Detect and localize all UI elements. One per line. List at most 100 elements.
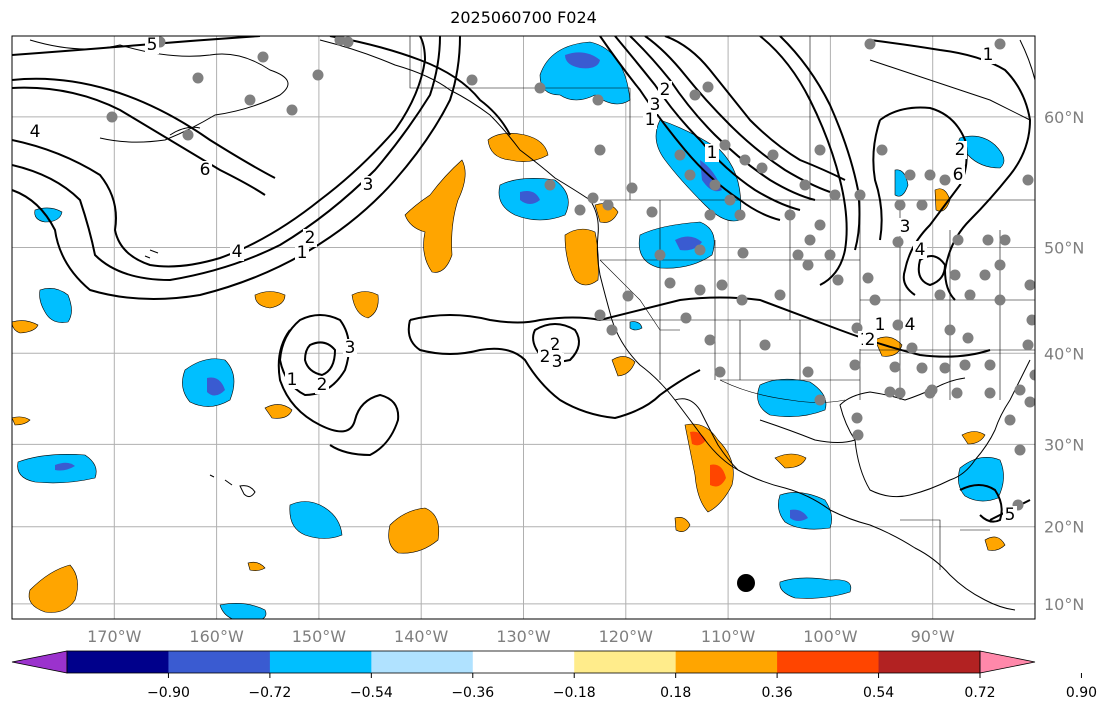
station-marker — [592, 94, 604, 106]
contour-label: 4 — [905, 315, 916, 335]
station-marker — [862, 272, 874, 284]
station-marker — [999, 234, 1011, 246]
station-marker — [1022, 339, 1034, 351]
station-marker — [854, 189, 866, 201]
station-marker — [1029, 369, 1035, 381]
station-marker — [802, 366, 814, 378]
station-marker — [864, 38, 876, 50]
station-marker — [962, 332, 974, 344]
contour-label: 6 — [200, 160, 211, 180]
station-marker — [892, 236, 904, 248]
station-marker — [724, 194, 736, 206]
station-marker — [894, 199, 906, 211]
station-marker — [964, 289, 976, 301]
station-marker — [904, 169, 916, 181]
station-marker — [286, 104, 298, 116]
contour-label: 1 — [645, 110, 656, 130]
contour-label: 1 — [707, 143, 718, 163]
station-marker — [906, 342, 918, 354]
station-marker — [704, 334, 716, 346]
contour-label-bg — [903, 316, 917, 334]
station-marker — [939, 362, 951, 374]
station-marker — [951, 387, 963, 399]
station-marker — [244, 94, 256, 106]
latitude-tick-labels: 60°N 50°N 40°N 30°N 20°N 10°N — [1044, 108, 1084, 614]
contour-label: 2 — [660, 80, 671, 100]
contour-label-bg — [28, 123, 42, 141]
station-marker — [984, 387, 996, 399]
contour-label-bg — [145, 36, 159, 54]
station-marker — [934, 289, 946, 301]
station-marker — [694, 284, 706, 296]
lon-tick-label: 120°W — [599, 627, 654, 646]
contour-label-bg — [898, 218, 912, 236]
station-marker — [702, 81, 714, 93]
station-markers — [106, 36, 1035, 511]
contour-label: 2 — [550, 335, 561, 355]
contour-label: 3 — [363, 175, 374, 195]
highlight-point-marker — [737, 574, 755, 592]
lon-tick-label: 150°W — [292, 627, 347, 646]
contour-label-bg — [198, 161, 212, 179]
station-marker — [654, 249, 666, 261]
station-marker — [587, 192, 599, 204]
station-marker — [799, 179, 811, 191]
contour-label-bg — [295, 244, 309, 262]
station-marker — [824, 249, 836, 261]
colorbar-segment — [878, 651, 981, 673]
colorbar-tick-label: 0.54 — [863, 685, 894, 701]
lat-tick-label: 20°N — [1044, 518, 1084, 537]
station-marker — [534, 82, 546, 94]
contour-label: 4 — [915, 240, 926, 260]
colorbar-frame — [66, 650, 981, 674]
station-marker — [606, 324, 618, 336]
station-marker — [1022, 174, 1034, 186]
station-marker — [984, 359, 996, 371]
station-marker — [684, 169, 696, 181]
contour-label: 3 — [345, 338, 356, 358]
station-marker — [716, 279, 728, 291]
station-marker — [182, 129, 194, 141]
station-marker — [622, 290, 634, 302]
station-marker — [814, 394, 826, 406]
contour-labels: 546342132112323211265434121 — [28, 36, 1017, 525]
station-marker — [694, 244, 706, 256]
station-marker — [849, 359, 861, 371]
station-marker — [544, 179, 556, 191]
lat-tick-label: 60°N — [1044, 108, 1084, 127]
station-marker — [719, 139, 731, 151]
station-marker — [832, 274, 844, 286]
station-marker — [664, 277, 676, 289]
colorbar-tick-label: 0.36 — [762, 685, 793, 701]
longitude-tick-labels: 170°W 160°W 150°W 140°W 130°W 120°W 110°W 100°W… — [87, 627, 955, 646]
contour-label: 4 — [232, 242, 243, 262]
station-marker — [714, 366, 726, 378]
station-marker — [1024, 396, 1035, 408]
contour-label: 5 — [1005, 505, 1016, 525]
colorbar-segment — [472, 651, 575, 673]
lat-tick-label: 50°N — [1044, 239, 1084, 258]
station-marker — [851, 322, 863, 334]
contour-label: 2 — [865, 330, 876, 350]
contour-label: 2 — [540, 347, 551, 367]
colorbar-under-extension — [11, 650, 68, 674]
colorbar-segment — [777, 651, 880, 673]
contour-label-bg — [705, 144, 719, 162]
contour-label: 6 — [953, 165, 964, 185]
station-marker — [876, 144, 888, 156]
contour-label: 2 — [305, 228, 316, 248]
lon-tick-label: 130°W — [496, 627, 551, 646]
station-marker — [959, 359, 971, 371]
colorbar-tick-label: −0.72 — [248, 685, 291, 701]
station-marker — [949, 269, 961, 281]
colorbar-segment — [269, 651, 372, 673]
lon-tick-label: 170°W — [87, 627, 142, 646]
colorbar: −0.90 −0.72 −0.54 −0.36 −0.18 0.18 0.36 0.54 0.7… — [11, 650, 1097, 701]
station-marker — [737, 247, 749, 259]
contour-label-bg — [863, 331, 877, 349]
colorbar-over-extension — [979, 650, 1036, 674]
station-marker — [784, 209, 796, 221]
station-marker — [192, 72, 204, 84]
station-marker — [342, 36, 354, 48]
